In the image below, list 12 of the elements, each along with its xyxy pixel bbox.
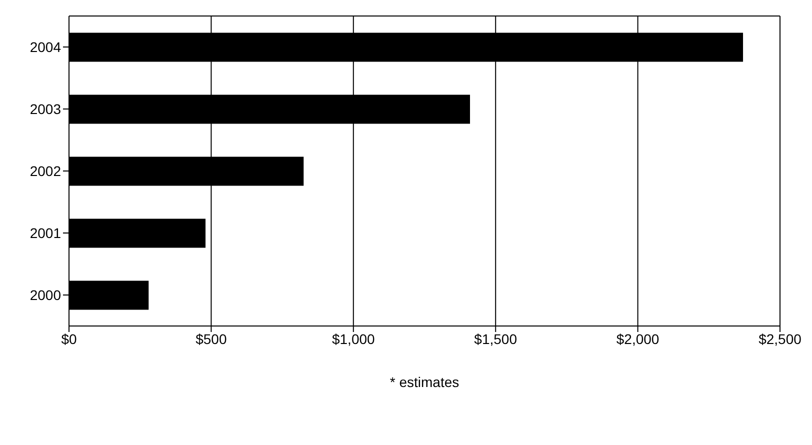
x-tick-label: $1,000 [332,330,376,347]
text: * estimates [388,374,460,390]
y-tick-label: 2003 [30,100,62,117]
x-tick-label: $2,000 [616,330,660,347]
x-tick-label: $1,500 [474,330,518,347]
x-tick-label: $2,500 [758,330,802,347]
y-tick-label: 2004 [30,38,62,55]
x-tick-label: $500 [196,330,227,347]
y-tick-label: 2000 [30,286,62,303]
y-tick-label: 2002 [30,162,62,179]
x-tick-label: $0 [61,330,77,347]
y-tick-label: 2001 [30,224,62,241]
